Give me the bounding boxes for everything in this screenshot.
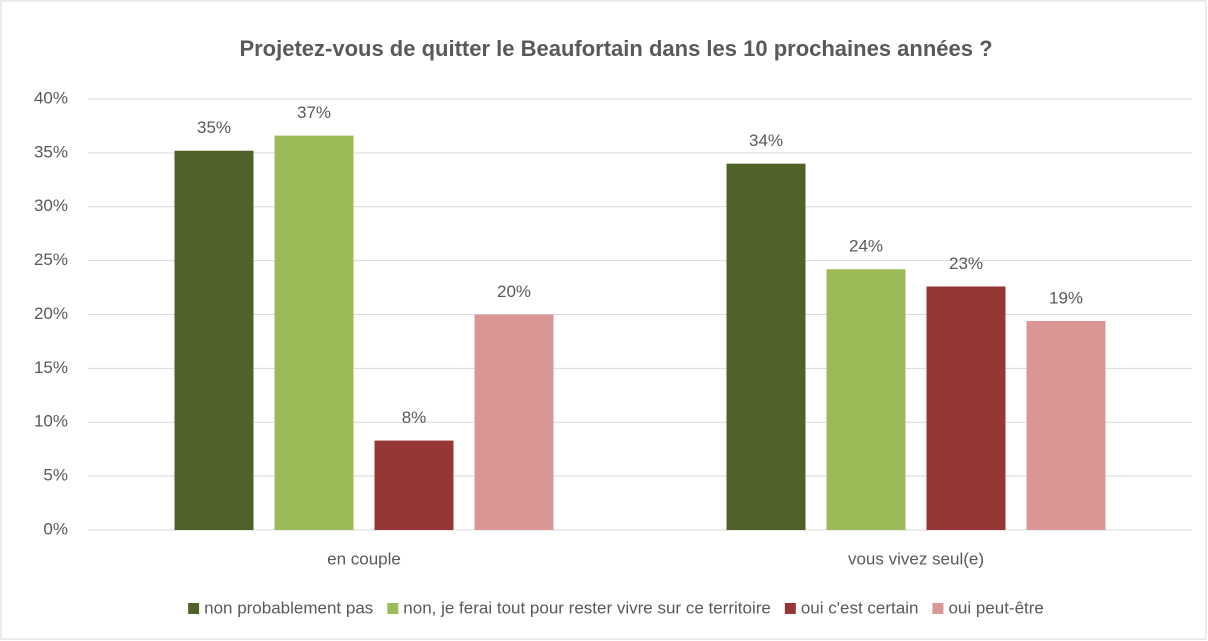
legend-swatch xyxy=(188,603,200,614)
y-tick-label: 5% xyxy=(43,466,68,485)
y-tick-label: 35% xyxy=(34,142,68,161)
y-tick-label: 20% xyxy=(34,304,68,323)
data-label: 19% xyxy=(1049,288,1083,307)
data-label: 8% xyxy=(402,408,427,427)
data-label: 23% xyxy=(949,254,983,273)
bar xyxy=(926,286,1006,530)
data-label: 20% xyxy=(497,282,531,301)
data-label: 34% xyxy=(749,131,783,150)
x-tick-label: en couple xyxy=(327,549,401,568)
legend-label: oui peut-être xyxy=(948,598,1043,617)
data-label: 37% xyxy=(297,103,331,122)
bar xyxy=(274,135,354,530)
legend-swatch xyxy=(784,603,796,614)
y-tick-label: 25% xyxy=(34,250,68,269)
bar xyxy=(826,269,906,530)
y-tick-label: 40% xyxy=(34,88,68,107)
legend-swatch xyxy=(387,603,399,614)
chart-title: Projetez-vous de quitter le Beaufortain … xyxy=(239,36,992,61)
y-tick-label: 0% xyxy=(43,519,68,538)
legend-label: oui c'est certain xyxy=(801,598,919,617)
bar xyxy=(1026,320,1106,530)
legend-label: non, je ferai tout pour rester vivre sur… xyxy=(403,598,771,617)
legend-label: non probablement pas xyxy=(204,598,373,617)
bar xyxy=(474,314,554,530)
data-label: 35% xyxy=(197,118,231,137)
bar xyxy=(374,440,454,530)
bar xyxy=(174,150,254,530)
y-tick-label: 15% xyxy=(34,358,68,377)
bar xyxy=(726,163,806,530)
y-tick-label: 30% xyxy=(34,196,68,215)
data-label: 24% xyxy=(849,237,883,256)
x-tick-label: vous vivez seul(e) xyxy=(848,549,984,568)
legend-swatch xyxy=(932,603,944,614)
y-tick-label: 10% xyxy=(34,412,68,431)
